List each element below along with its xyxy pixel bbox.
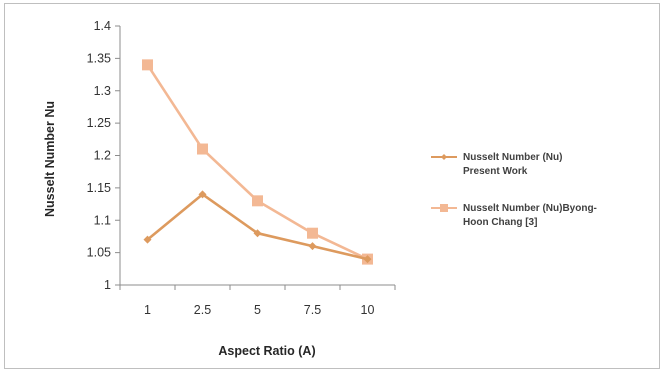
legend-entry: Nusselt Number (Nu)Byong- Hoon Chang [3] — [431, 203, 597, 228]
y-axis-title: Nusselt Number Nu — [43, 101, 57, 217]
series-point — [253, 229, 262, 238]
series-layer — [142, 59, 373, 265]
series-point — [307, 227, 318, 239]
x-tick-label: 5 — [254, 303, 261, 317]
series-point — [308, 242, 317, 251]
series-group — [143, 190, 372, 264]
y-tick-label: 1.2 — [94, 149, 111, 163]
x-axis-title: Aspect Ratio (A) — [218, 344, 315, 358]
legend-entry: Nusselt Number (Nu) Present Work — [431, 152, 562, 177]
series-point — [142, 59, 153, 71]
y-tick-label: 1.05 — [87, 246, 111, 260]
y-tick-label: 1.3 — [94, 84, 111, 98]
series-point — [143, 235, 152, 244]
series-point — [198, 190, 207, 199]
y-tick-label: 1.4 — [94, 19, 111, 33]
series-point — [252, 195, 263, 207]
y-tick-label: 1.1 — [94, 213, 111, 227]
legend-swatch-marker — [441, 154, 447, 160]
axes-layer: 1 1.05 1.1 1.15 1.2 1.25 1.3 1.35 1.4 1 2.5 5 7.5 10 — [87, 19, 396, 317]
y-tick-label: 1 — [104, 278, 111, 292]
legend-label: Hoon Chang [3] — [463, 217, 537, 228]
series-point — [197, 143, 208, 155]
x-tick-label: 10 — [361, 303, 375, 317]
y-tick-label: 1.35 — [87, 51, 111, 65]
y-tick-label: 1.15 — [87, 181, 111, 195]
legend-swatch-marker — [440, 204, 448, 212]
series-point — [363, 255, 372, 264]
x-tick-label: 1 — [144, 303, 151, 317]
y-tick-label: 1.25 — [87, 116, 111, 130]
chart-frame: 1 1.05 1.1 1.15 1.2 1.25 1.3 1.35 1.4 1 2.5 5 7.5 10 … — [4, 3, 660, 369]
legend-label: Nusselt Number (Nu) — [463, 152, 562, 163]
x-tick-label: 2.5 — [194, 303, 211, 317]
chart-svg: 11.051.11.151.21.251.31.351.41 2.5 5 7.5 10 … — [43, 19, 597, 358]
legend-label: Present Work — [463, 166, 528, 177]
x-tick-label: 7.5 — [304, 303, 321, 317]
legend-label: Nusselt Number (Nu)Byong- — [463, 203, 597, 214]
